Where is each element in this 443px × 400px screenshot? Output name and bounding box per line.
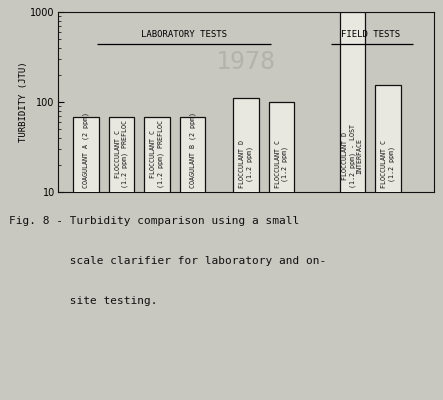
Text: FLOCCULANT D
(1.2 ppm) - LOST
INTERFACE: FLOCCULANT D (1.2 ppm) - LOST INTERFACE bbox=[342, 124, 363, 188]
Text: 1978: 1978 bbox=[216, 50, 276, 74]
Text: COAGULANT B (2 ppm): COAGULANT B (2 ppm) bbox=[189, 112, 196, 188]
Text: FLOCCULANT C
(1.2 ppm) PREFLOC: FLOCCULANT C (1.2 ppm) PREFLOC bbox=[150, 120, 164, 188]
Text: FLOCCULANT C
(1.2 ppm) PREFLOC: FLOCCULANT C (1.2 ppm) PREFLOC bbox=[115, 120, 128, 188]
Text: scale clarifier for laboratory and on-: scale clarifier for laboratory and on- bbox=[9, 256, 326, 266]
Text: FLOCCULANT C
(1.2 ppm): FLOCCULANT C (1.2 ppm) bbox=[381, 140, 395, 188]
Text: COAGULANT A (2 ppm): COAGULANT A (2 ppm) bbox=[83, 112, 89, 188]
Text: FIELD TESTS: FIELD TESTS bbox=[341, 30, 400, 39]
Bar bbox=[233, 98, 259, 400]
Bar bbox=[109, 117, 134, 400]
Bar bbox=[73, 117, 99, 400]
Bar bbox=[340, 12, 365, 400]
Bar bbox=[180, 117, 206, 400]
Bar bbox=[268, 102, 294, 400]
Y-axis label: TURBIDITY (JTU): TURBIDITY (JTU) bbox=[19, 62, 27, 142]
Text: Fig. 8 - Turbidity comparison using a small: Fig. 8 - Turbidity comparison using a sm… bbox=[9, 216, 299, 226]
Text: FLOCCULANT D
(1.2 ppm): FLOCCULANT D (1.2 ppm) bbox=[239, 140, 253, 188]
Text: LABORATORY TESTS: LABORATORY TESTS bbox=[141, 30, 227, 39]
Text: FLOCCULANT C
(1.2 ppm): FLOCCULANT C (1.2 ppm) bbox=[275, 140, 288, 188]
Text: site testing.: site testing. bbox=[9, 296, 157, 306]
Bar bbox=[375, 85, 401, 400]
Bar bbox=[144, 117, 170, 400]
